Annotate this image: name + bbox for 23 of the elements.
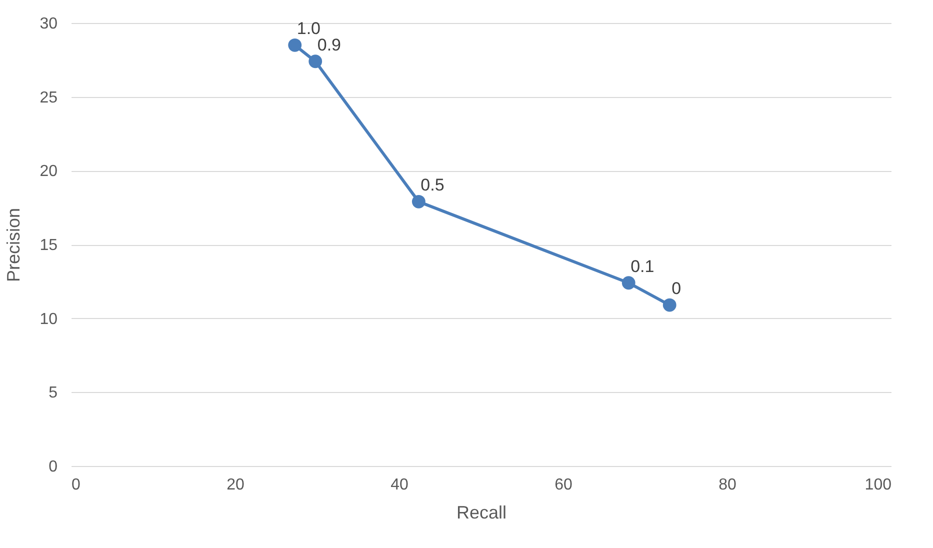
y-tick-label: 0 <box>48 458 58 476</box>
x-axis-title: Recall <box>456 502 507 522</box>
x-tick-label: 0 <box>72 476 80 494</box>
x-tick-label: 100 <box>864 476 892 494</box>
point <box>308 54 322 68</box>
y-tick-label: 10 <box>40 310 58 328</box>
annotation: 0 <box>672 279 682 298</box>
y-tick-label: 5 <box>48 384 58 402</box>
annotation: 0.1 <box>630 256 654 276</box>
y-tick-label: 20 <box>40 163 58 180</box>
x-tick-label: 20 <box>226 476 244 494</box>
point <box>662 298 676 312</box>
point <box>412 194 426 208</box>
y-tick-label: 25 <box>40 89 58 106</box>
annotation: 0.5 <box>420 176 444 195</box>
point <box>622 276 636 290</box>
x-tick-label: 40 <box>390 476 408 494</box>
x-tick-label: 60 <box>554 476 572 494</box>
point <box>288 38 302 52</box>
y-tick-label: 30 <box>40 16 58 32</box>
y-tick-label: 15 <box>40 237 58 254</box>
x-tick-label: 80 <box>718 476 736 494</box>
y-axis-title: Precision <box>4 208 24 282</box>
